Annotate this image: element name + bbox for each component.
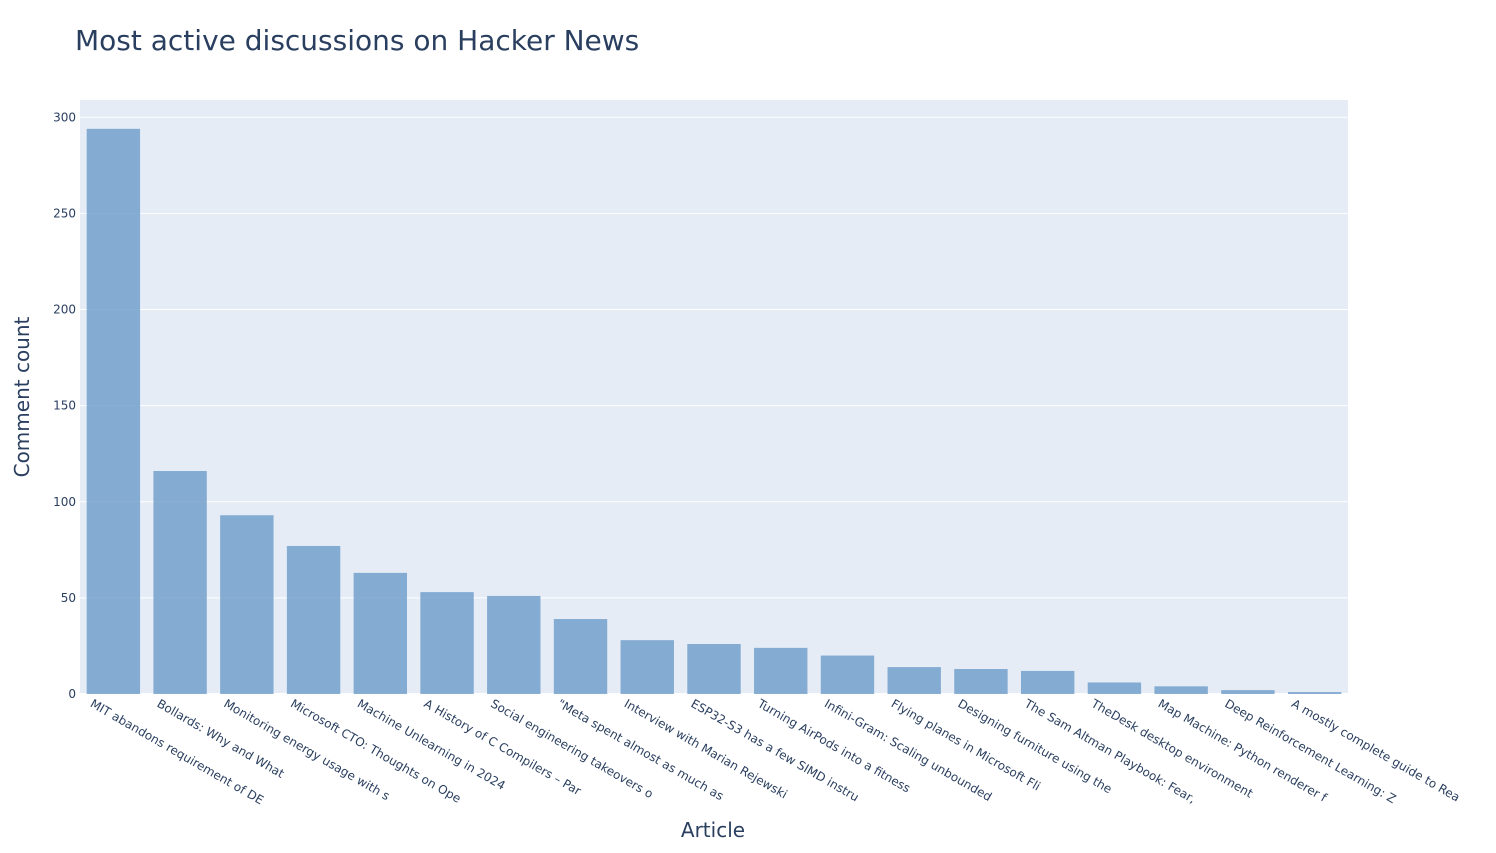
bar[interactable] — [687, 644, 741, 694]
bar[interactable] — [353, 572, 408, 694]
y-axis-title: Comment count — [10, 316, 34, 477]
y-tick-label: 0 — [68, 687, 76, 701]
bars — [86, 128, 1342, 694]
bar[interactable] — [754, 647, 808, 694]
bar[interactable] — [820, 655, 875, 694]
y-tick-label: 150 — [53, 399, 76, 413]
y-tick-label: 100 — [53, 495, 76, 509]
y-tick-label: 50 — [61, 591, 76, 605]
bar[interactable] — [553, 619, 608, 694]
bar[interactable] — [1020, 670, 1075, 694]
bar[interactable] — [1221, 690, 1275, 694]
bar[interactable] — [286, 545, 341, 694]
bar[interactable] — [420, 592, 474, 694]
bar[interactable] — [153, 471, 207, 694]
y-tick-label: 300 — [53, 110, 76, 124]
bar[interactable] — [620, 640, 674, 694]
bar[interactable] — [86, 128, 141, 694]
bar[interactable] — [887, 667, 941, 694]
bar[interactable] — [487, 595, 541, 694]
x-axis-title: Article — [681, 818, 745, 842]
y-tick-label: 250 — [53, 206, 76, 220]
bar[interactable] — [954, 669, 1008, 694]
bar[interactable] — [1287, 692, 1342, 694]
y-tick-label: 200 — [53, 303, 76, 317]
bar[interactable] — [1087, 682, 1142, 694]
bar[interactable] — [220, 515, 274, 694]
y-axis-ticks: 0 50 100 150 200 250 300 — [53, 110, 76, 701]
chart-title: Most active discussions on Hacker News — [75, 24, 639, 57]
bar[interactable] — [1154, 686, 1208, 694]
